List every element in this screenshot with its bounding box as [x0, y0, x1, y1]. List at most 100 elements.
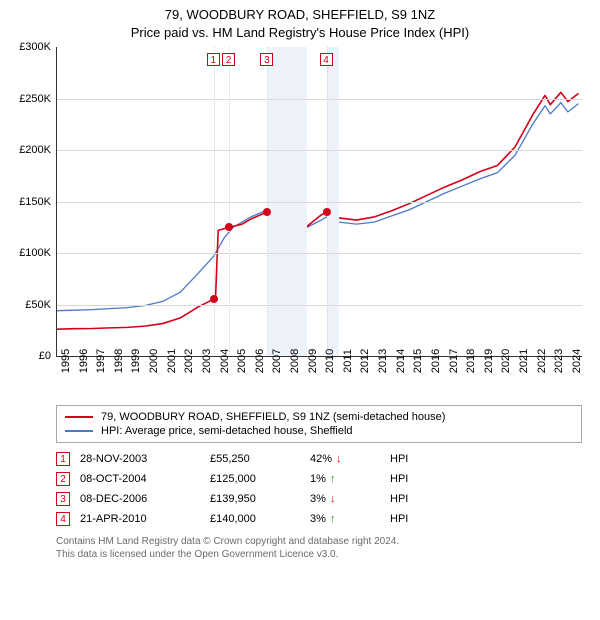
legend-label: 79, WOODBURY ROAD, SHEFFIELD, S9 1NZ (se… [101, 411, 445, 423]
transaction-marker: 4 [56, 512, 70, 526]
transaction-price: £140,000 [210, 513, 300, 525]
transaction-date: 21-APR-2010 [80, 513, 200, 525]
x-tick-label: 2015 [412, 349, 424, 373]
series-property [57, 92, 578, 329]
transaction-delta: 1%↑ [310, 473, 380, 485]
arrow-down-icon: ↓ [330, 493, 336, 505]
x-tick-label: 2024 [571, 349, 583, 373]
legend-swatch [65, 430, 93, 432]
footer-line1: Contains HM Land Registry data © Crown c… [56, 535, 582, 548]
transaction-row: 4 21-APR-2010 £140,000 3%↑ HPI [56, 509, 582, 529]
x-tick-label: 2002 [183, 349, 195, 373]
transaction-row: 3 08-DEC-2006 £139,950 3%↓ HPI [56, 489, 582, 509]
sale-point-4 [323, 208, 331, 216]
x-tick-label: 2019 [483, 349, 495, 373]
legend: 79, WOODBURY ROAD, SHEFFIELD, S9 1NZ (se… [56, 405, 582, 443]
x-tick-label: 1998 [113, 349, 125, 373]
x-tick-label: 2006 [254, 349, 266, 373]
x-tick-label: 2020 [500, 349, 512, 373]
y-tick-label: £150K [5, 196, 51, 208]
title-line2: Price paid vs. HM Land Registry's House … [0, 24, 600, 42]
x-tick-label: 2016 [430, 349, 442, 373]
arrow-down-icon: ↓ [336, 453, 342, 465]
x-tick-label: 2011 [342, 349, 354, 373]
series-hpi [57, 103, 578, 311]
gridline [57, 150, 582, 151]
x-tick-label: 2014 [395, 349, 407, 373]
chart-plot-area: £0£50K£100K£150K£200K£250K£300K1234 [56, 47, 582, 357]
x-tick-label: 2013 [377, 349, 389, 373]
transaction-date: 08-OCT-2004 [80, 473, 200, 485]
gridline [57, 305, 582, 306]
legend-item-property: 79, WOODBURY ROAD, SHEFFIELD, S9 1NZ (se… [65, 410, 573, 424]
arrow-up-icon: ↑ [330, 473, 336, 485]
transaction-date: 08-DEC-2006 [80, 493, 200, 505]
sale-marker-1: 1 [207, 53, 220, 66]
transaction-vs: HPI [390, 473, 408, 485]
sale-point-1 [210, 295, 218, 303]
x-tick-label: 2018 [465, 349, 477, 373]
y-tick-label: £200K [5, 144, 51, 156]
chart-title: 79, WOODBURY ROAD, SHEFFIELD, S9 1NZ Pri… [0, 0, 600, 41]
x-tick-label: 2021 [518, 349, 530, 373]
x-tick-label: 2010 [324, 349, 336, 373]
transaction-price: £55,250 [210, 453, 300, 465]
y-tick-label: £100K [5, 247, 51, 259]
x-tick-label: 2005 [236, 349, 248, 373]
transactions-table: 1 28-NOV-2003 £55,250 42%↓ HPI 2 08-OCT-2004 £1… [56, 449, 582, 529]
transaction-price: £125,000 [210, 473, 300, 485]
legend-item-hpi: HPI: Average price, semi-detached house,… [65, 424, 573, 438]
x-tick-label: 2004 [219, 349, 231, 373]
arrow-up-icon: ↑ [330, 513, 336, 525]
x-tick-label: 2001 [166, 349, 178, 373]
sale-marker-4: 4 [320, 53, 333, 66]
x-tick-label: 2022 [536, 349, 548, 373]
sale-vline [267, 47, 268, 356]
x-tick-label: 2000 [148, 349, 160, 373]
x-tick-label: 1997 [95, 349, 107, 373]
sale-point-3 [263, 208, 271, 216]
x-tick-label: 2023 [553, 349, 565, 373]
x-axis-labels: 1995199619971998199920002001200220032004… [56, 361, 582, 401]
legend-label: HPI: Average price, semi-detached house,… [101, 425, 353, 437]
sale-point-2 [225, 223, 233, 231]
y-tick-label: £0 [5, 350, 51, 362]
transaction-delta: 42%↓ [310, 453, 380, 465]
x-tick-label: 2017 [448, 349, 460, 373]
transaction-delta: 3%↓ [310, 493, 380, 505]
transaction-row: 2 08-OCT-2004 £125,000 1%↑ HPI [56, 469, 582, 489]
transaction-row: 1 28-NOV-2003 £55,250 42%↓ HPI [56, 449, 582, 469]
transaction-date: 28-NOV-2003 [80, 453, 200, 465]
transaction-marker: 3 [56, 492, 70, 506]
x-tick-label: 2009 [307, 349, 319, 373]
x-tick-label: 1999 [130, 349, 142, 373]
y-tick-label: £250K [5, 93, 51, 105]
gridline [57, 253, 582, 254]
transaction-delta: 3%↑ [310, 513, 380, 525]
transaction-marker: 2 [56, 472, 70, 486]
x-tick-label: 2012 [359, 349, 371, 373]
sale-vline [214, 47, 215, 356]
gridline [57, 99, 582, 100]
x-tick-label: 2003 [201, 349, 213, 373]
transaction-vs: HPI [390, 453, 408, 465]
footer-line2: This data is licensed under the Open Gov… [56, 548, 582, 561]
sale-vline [229, 47, 230, 356]
footer-attribution: Contains HM Land Registry data © Crown c… [56, 535, 582, 561]
x-tick-label: 2007 [271, 349, 283, 373]
transaction-vs: HPI [390, 513, 408, 525]
y-tick-label: £50K [5, 299, 51, 311]
transaction-price: £139,950 [210, 493, 300, 505]
x-tick-label: 1996 [78, 349, 90, 373]
sale-marker-2: 2 [222, 53, 235, 66]
transaction-marker: 1 [56, 452, 70, 466]
sale-marker-3: 3 [260, 53, 273, 66]
title-line1: 79, WOODBURY ROAD, SHEFFIELD, S9 1NZ [0, 6, 600, 24]
transaction-vs: HPI [390, 493, 408, 505]
x-tick-label: 1995 [60, 349, 72, 373]
gridline [57, 202, 582, 203]
legend-swatch [65, 416, 93, 418]
x-tick-label: 2008 [289, 349, 301, 373]
y-tick-label: £300K [5, 41, 51, 53]
sale-vline [327, 47, 328, 356]
